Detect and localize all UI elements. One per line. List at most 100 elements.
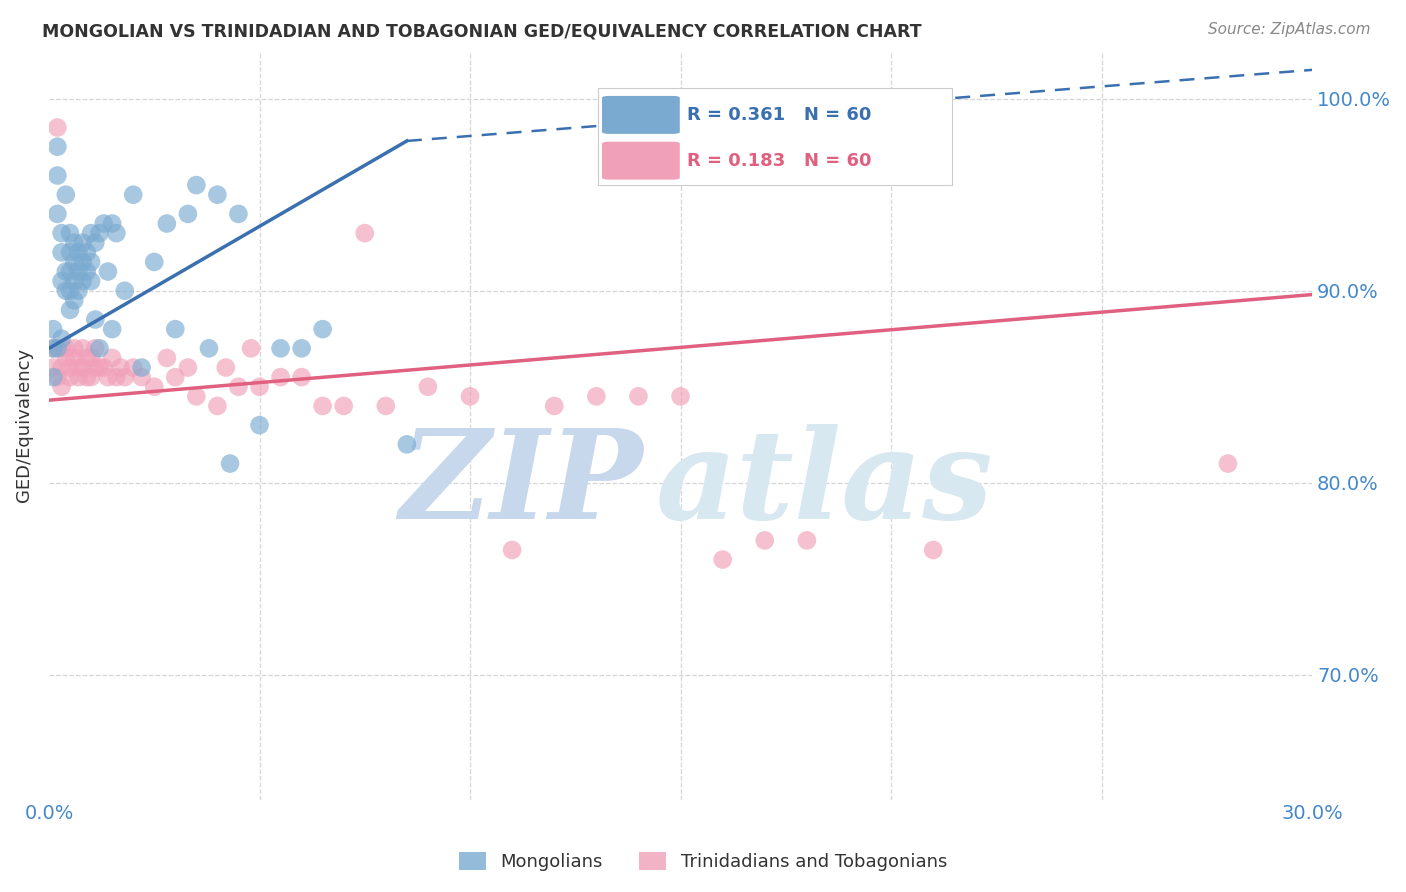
Point <box>922 543 945 558</box>
Point <box>585 389 607 403</box>
Point <box>42 370 65 384</box>
Point <box>177 360 200 375</box>
Point <box>131 370 153 384</box>
Point <box>76 245 98 260</box>
Point <box>72 360 94 375</box>
Point <box>669 389 692 403</box>
Point <box>228 380 250 394</box>
Point <box>374 399 396 413</box>
Point <box>311 399 333 413</box>
Point <box>143 380 166 394</box>
Point <box>51 245 73 260</box>
Text: ZIP: ZIP <box>399 425 643 546</box>
Point <box>46 120 69 135</box>
Point <box>59 226 82 240</box>
Point <box>46 342 69 356</box>
Point <box>122 360 145 375</box>
Point <box>711 552 734 566</box>
Point <box>156 351 179 365</box>
Point <box>42 342 65 356</box>
Point <box>105 370 128 384</box>
Point <box>80 255 103 269</box>
Point <box>80 226 103 240</box>
Point <box>84 235 107 250</box>
Point <box>156 217 179 231</box>
Point <box>55 264 77 278</box>
Point <box>63 255 86 269</box>
Point <box>416 380 439 394</box>
Point <box>249 380 271 394</box>
Point <box>84 342 107 356</box>
Point <box>97 264 120 278</box>
Point <box>215 360 238 375</box>
Point <box>63 351 86 365</box>
Text: Source: ZipAtlas.com: Source: ZipAtlas.com <box>1208 22 1371 37</box>
Point <box>395 437 418 451</box>
Point <box>84 360 107 375</box>
Point <box>627 389 650 403</box>
Point <box>332 399 354 413</box>
Point <box>101 322 124 336</box>
Point <box>46 169 69 183</box>
Point <box>42 342 65 356</box>
Point <box>186 178 208 193</box>
Text: MONGOLIAN VS TRINIDADIAN AND TOBAGONIAN GED/EQUIVALENCY CORRELATION CHART: MONGOLIAN VS TRINIDADIAN AND TOBAGONIAN … <box>42 22 922 40</box>
Point <box>353 226 375 240</box>
Point <box>101 217 124 231</box>
Point <box>51 274 73 288</box>
Point <box>101 351 124 365</box>
Point <box>270 370 292 384</box>
Point <box>165 322 187 336</box>
Point <box>63 235 86 250</box>
Point <box>59 360 82 375</box>
Point <box>59 302 82 317</box>
Point <box>55 284 77 298</box>
Text: atlas: atlas <box>655 425 993 546</box>
Point <box>240 342 263 356</box>
Point <box>51 342 73 356</box>
Point <box>249 418 271 433</box>
Point <box>72 235 94 250</box>
Point <box>291 370 314 384</box>
Point <box>110 360 132 375</box>
Point <box>63 293 86 308</box>
Point <box>76 370 98 384</box>
Point <box>63 342 86 356</box>
Point <box>89 360 111 375</box>
Point <box>165 370 187 384</box>
Point <box>59 245 82 260</box>
Point <box>76 351 98 365</box>
Point <box>89 342 111 356</box>
Point <box>55 342 77 356</box>
Point <box>89 226 111 240</box>
Point <box>291 342 314 356</box>
Point <box>198 342 221 356</box>
Point <box>114 284 136 298</box>
Point <box>55 351 77 365</box>
Point <box>796 533 818 548</box>
Point <box>311 322 333 336</box>
Point <box>76 264 98 278</box>
Point <box>72 255 94 269</box>
Point <box>80 274 103 288</box>
Point <box>93 217 115 231</box>
Point <box>114 370 136 384</box>
Point <box>207 399 229 413</box>
Point <box>105 226 128 240</box>
Point <box>93 360 115 375</box>
Point <box>80 370 103 384</box>
Point <box>84 312 107 326</box>
Point <box>67 264 90 278</box>
Point <box>270 342 292 356</box>
Legend: Mongolians, Trinidadians and Tobagonians: Mongolians, Trinidadians and Tobagonians <box>451 845 955 879</box>
Point <box>1216 457 1239 471</box>
Point <box>177 207 200 221</box>
Point <box>67 284 90 298</box>
Point <box>67 360 90 375</box>
Point <box>46 139 69 153</box>
Point <box>207 187 229 202</box>
Point <box>143 255 166 269</box>
Point <box>131 360 153 375</box>
Point <box>67 370 90 384</box>
Point <box>97 370 120 384</box>
